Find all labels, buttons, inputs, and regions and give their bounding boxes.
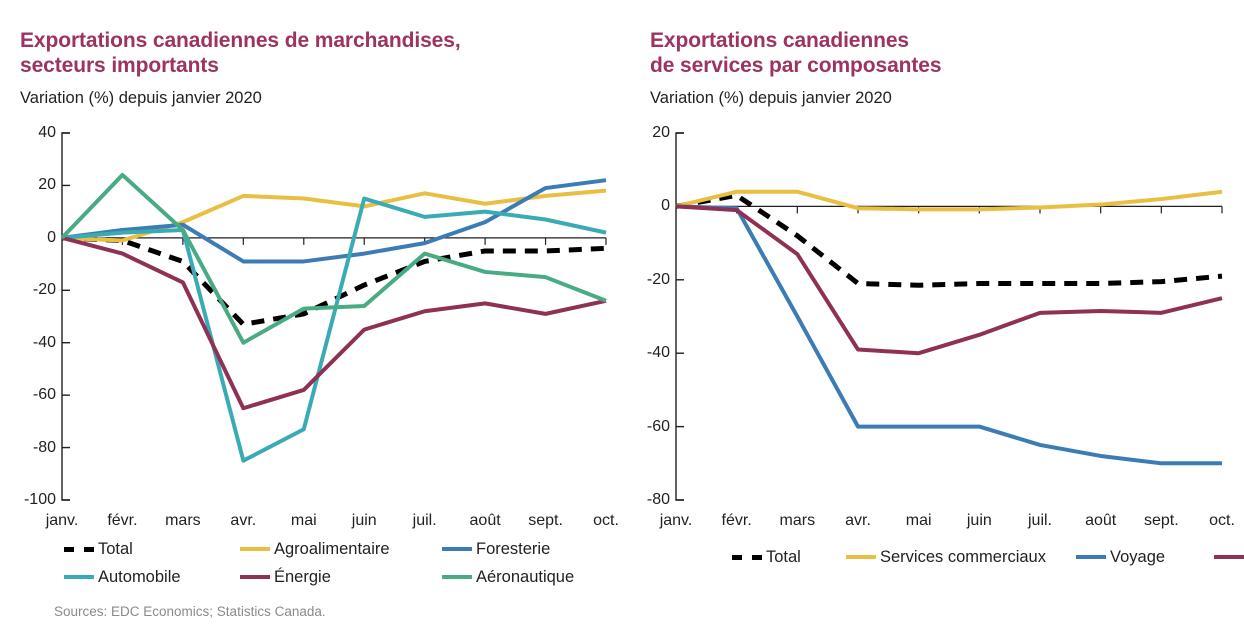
x-tick-label: juil.	[1027, 512, 1052, 529]
chart-title-services: Exportations canadiennes de services par…	[650, 29, 942, 77]
y-tick-label: 0	[47, 228, 56, 246]
x-tick-label: sept.	[528, 512, 563, 529]
x-tick-label: août	[469, 512, 501, 529]
x-tick-label: juin	[351, 512, 377, 529]
legend-swatch-icon	[442, 575, 472, 579]
y-tick-label: -80	[646, 491, 670, 508]
y-tick-label: -20	[646, 270, 670, 288]
legend-item: Foresterie	[442, 540, 550, 558]
series-line-voyage	[675, 204, 1222, 466]
x-tick-label: janv.	[45, 512, 79, 529]
legend-label: Total	[766, 548, 801, 566]
legend-label: Foresterie	[476, 540, 551, 558]
y-tick-label: 0	[661, 197, 670, 215]
x-tick-label: avr.	[230, 512, 257, 529]
x-tick-label: oct.	[593, 512, 619, 529]
legend-item: Total	[64, 540, 133, 558]
series-line-a-ronautique	[60, 172, 607, 345]
series-line--nergie	[61, 235, 607, 411]
legend-label: Automobile	[98, 568, 181, 586]
x-tick-label: juil.	[412, 512, 437, 529]
y-tick-label: -60	[646, 417, 670, 435]
legend-label: Total	[98, 540, 133, 558]
legend-item: Agroalimentaire	[240, 540, 390, 558]
y-tick-label: -20	[32, 281, 56, 299]
legend-item: Énergie	[240, 568, 331, 586]
x-tick-label: janv.	[659, 512, 693, 529]
plot-area-services	[624, 0, 1244, 540]
legend-label: Services commerciaux	[880, 548, 1046, 566]
x-tick-label: avr.	[845, 512, 871, 529]
series-line-total	[61, 235, 607, 327]
series-line-transport	[675, 204, 1223, 356]
x-tick-label: mars	[165, 512, 201, 529]
chart-svg-marchandises	[60, 132, 607, 501]
source-note: Sources: EDC Economics; Statistics Canad…	[54, 604, 326, 619]
legend-swatch-icon	[240, 575, 270, 579]
y-tick-label: -40	[32, 333, 56, 351]
y-tick-label: 40	[38, 124, 56, 141]
x-tick-label: févr.	[107, 512, 138, 529]
legend-swatch-icon	[64, 546, 94, 552]
y-tick-label: 20	[38, 176, 56, 194]
y-tick-label: -40	[646, 344, 670, 362]
legend-swatch-icon	[1076, 555, 1106, 559]
legend-item: Transport	[1214, 548, 1244, 566]
legend-swatch-icon	[846, 555, 876, 559]
plot-area-marchandises	[0, 0, 624, 540]
chart-panel-marchandises: Exportations canadiennes de marchandises…	[0, 0, 624, 600]
x-tick-label: févr.	[721, 512, 752, 529]
legend-item: Aéronautique	[442, 568, 574, 586]
y-tick-label: -60	[32, 386, 56, 404]
x-tick-label: juin	[966, 512, 992, 529]
x-tick-label: mai	[290, 512, 317, 529]
y-tick-label: -80	[32, 438, 56, 456]
legend-label: Agroalimentaire	[274, 540, 390, 558]
legend-item: Voyage	[1076, 548, 1165, 566]
legend-label: Aéronautique	[476, 568, 575, 586]
legend-item: Total	[732, 548, 801, 566]
x-tick-label: sept.	[1143, 512, 1179, 529]
legend-swatch-icon	[1214, 555, 1244, 559]
legend-label: Voyage	[1110, 548, 1166, 566]
x-tick-label: août	[1085, 512, 1117, 529]
series-line-automobile	[61, 196, 607, 463]
y-tick-label: 20	[652, 124, 670, 141]
series-line-services-commerciaux	[675, 189, 1223, 212]
legend-marchandises: Total Agroalimentaire Foresterie Automobile…	[22, 540, 622, 600]
chart-panel-services: Exportations canadiennes de services par…	[624, 0, 1244, 636]
legend-item: Services commerciaux	[846, 548, 1046, 566]
legend-swatch-icon	[64, 575, 94, 579]
chart-title-marchandises: Exportations canadiennes de marchandises…	[20, 29, 461, 77]
legend-swatch-icon	[240, 547, 270, 551]
legend-swatch-icon	[732, 554, 762, 560]
chart-subtitle-services: Variation (%) depuis janvier 2020	[650, 89, 892, 107]
chart-svg-services	[675, 132, 1223, 501]
series-line-total	[675, 192, 1223, 288]
x-tick-label: oct.	[1209, 512, 1235, 529]
x-tick-label: mai	[905, 512, 932, 529]
legend-item: Automobile	[64, 568, 181, 586]
x-tick-label: mars	[779, 512, 816, 529]
legend-services: Total Services commerciaux Voyage Transport	[686, 548, 1244, 578]
legend-swatch-icon	[442, 547, 472, 551]
legend-label: Énergie	[274, 568, 331, 586]
series-line-foresterie	[61, 178, 607, 264]
chart-subtitle-marchandises: Variation (%) depuis janvier 2020	[20, 89, 262, 107]
y-tick-label: -100	[23, 491, 56, 508]
